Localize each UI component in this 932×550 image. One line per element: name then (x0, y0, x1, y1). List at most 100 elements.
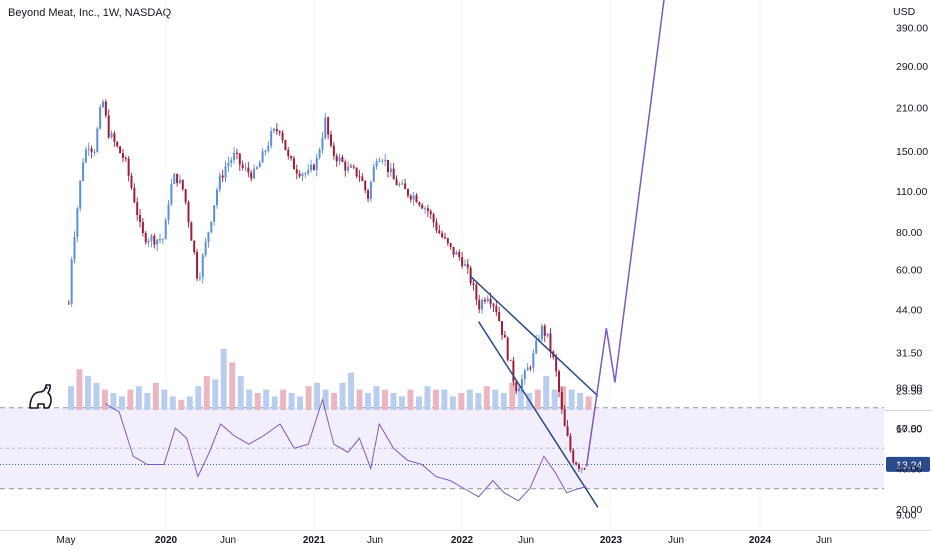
candle-body (481, 299, 484, 310)
candle-body (273, 128, 275, 132)
time-tick-label: Jun (367, 535, 383, 546)
candle-body (82, 162, 85, 181)
volume-bar (76, 369, 83, 410)
volume-bar (314, 382, 321, 410)
candle-body (161, 239, 164, 241)
candle-body (384, 159, 387, 161)
volume-bar (585, 396, 592, 410)
candle-body (190, 222, 193, 241)
candle-body (486, 298, 489, 302)
candle-body (301, 173, 304, 177)
last-price-label: 13.24 (896, 459, 922, 471)
candle-body (70, 259, 73, 304)
candle-body (247, 167, 250, 173)
candle-body (315, 157, 318, 170)
time-tick-label: 2022 (451, 535, 474, 546)
volume-bar (118, 396, 125, 410)
candle-body (404, 183, 407, 190)
candle-body (572, 450, 575, 463)
candle-body (466, 264, 469, 268)
candle-body (284, 140, 287, 150)
candle-body (318, 149, 321, 158)
candle-body (324, 117, 327, 138)
candle-body (455, 252, 458, 255)
volume-bar (322, 389, 329, 410)
candle-body (224, 166, 227, 178)
candle-body (352, 166, 355, 168)
wedge-lower-line[interactable] (477, 321, 599, 508)
time-tick-label: 2024 (749, 535, 772, 546)
wedge-upper-line[interactable] (469, 275, 599, 397)
volume-bar (254, 393, 261, 410)
candle-body (347, 166, 350, 171)
volume-bar (560, 386, 567, 410)
candle-body (292, 158, 295, 170)
time-tick-label: May (57, 535, 76, 546)
candle-body (375, 161, 378, 167)
candle-body (569, 435, 572, 451)
candle-body (238, 153, 241, 165)
candle-body (136, 202, 139, 215)
candle-body (178, 179, 181, 183)
candle-body (523, 370, 526, 380)
candle-body (364, 180, 367, 191)
candle-body (395, 179, 398, 186)
candle-body (424, 208, 427, 210)
volume-bar (398, 396, 405, 410)
rsi-line (104, 397, 587, 502)
volume-bar (263, 389, 270, 410)
candle-body (549, 333, 552, 352)
candle-body (461, 257, 464, 266)
price-tick-label: 23.50 (896, 385, 922, 397)
candle-body (327, 117, 330, 135)
volume-bar (271, 396, 278, 410)
candle-body (167, 204, 170, 220)
candle-body (321, 137, 324, 150)
price-tick-label: 44.00 (896, 304, 922, 316)
candle-body (79, 180, 82, 209)
volume-bar (441, 389, 448, 410)
projection-path[interactable] (585, 0, 666, 467)
candle-body (577, 464, 580, 469)
candle-body (472, 283, 475, 285)
candle-body (227, 162, 230, 167)
volume-bar (161, 389, 168, 410)
volume-bar (534, 389, 541, 410)
candle-body (580, 468, 583, 470)
candle-body (139, 214, 142, 222)
candle-body (141, 221, 144, 233)
volume-bar (483, 386, 490, 410)
candle-body (515, 381, 518, 392)
candle-body (546, 333, 549, 336)
volume-bar (305, 386, 312, 410)
candle-body (173, 173, 176, 185)
candle-body (130, 175, 133, 189)
candle-body (119, 146, 122, 154)
candle-body (369, 181, 372, 199)
candle-body (244, 167, 247, 169)
candle-body (144, 232, 147, 243)
volume-bar (203, 376, 210, 410)
last-price-badge (886, 456, 930, 472)
volume-bar (280, 389, 287, 410)
candle-body (432, 214, 435, 223)
candle-body (99, 107, 102, 129)
candle-body (295, 169, 298, 174)
volume-bar (169, 396, 176, 410)
candle-body (535, 340, 538, 353)
candle-body (543, 325, 546, 336)
candle-body (387, 159, 389, 172)
candle-body (233, 152, 236, 161)
candle-body (495, 305, 498, 312)
candle-body (372, 166, 375, 182)
price-tick-label: 390.00 (896, 23, 928, 35)
candle-body (398, 184, 401, 186)
candle-body (193, 240, 196, 253)
candle-body (566, 426, 569, 436)
rsi-band (0, 407, 884, 489)
candle-body (84, 149, 87, 163)
candle-body (503, 334, 506, 338)
candle-body (310, 164, 313, 171)
volume-bar (424, 386, 431, 410)
